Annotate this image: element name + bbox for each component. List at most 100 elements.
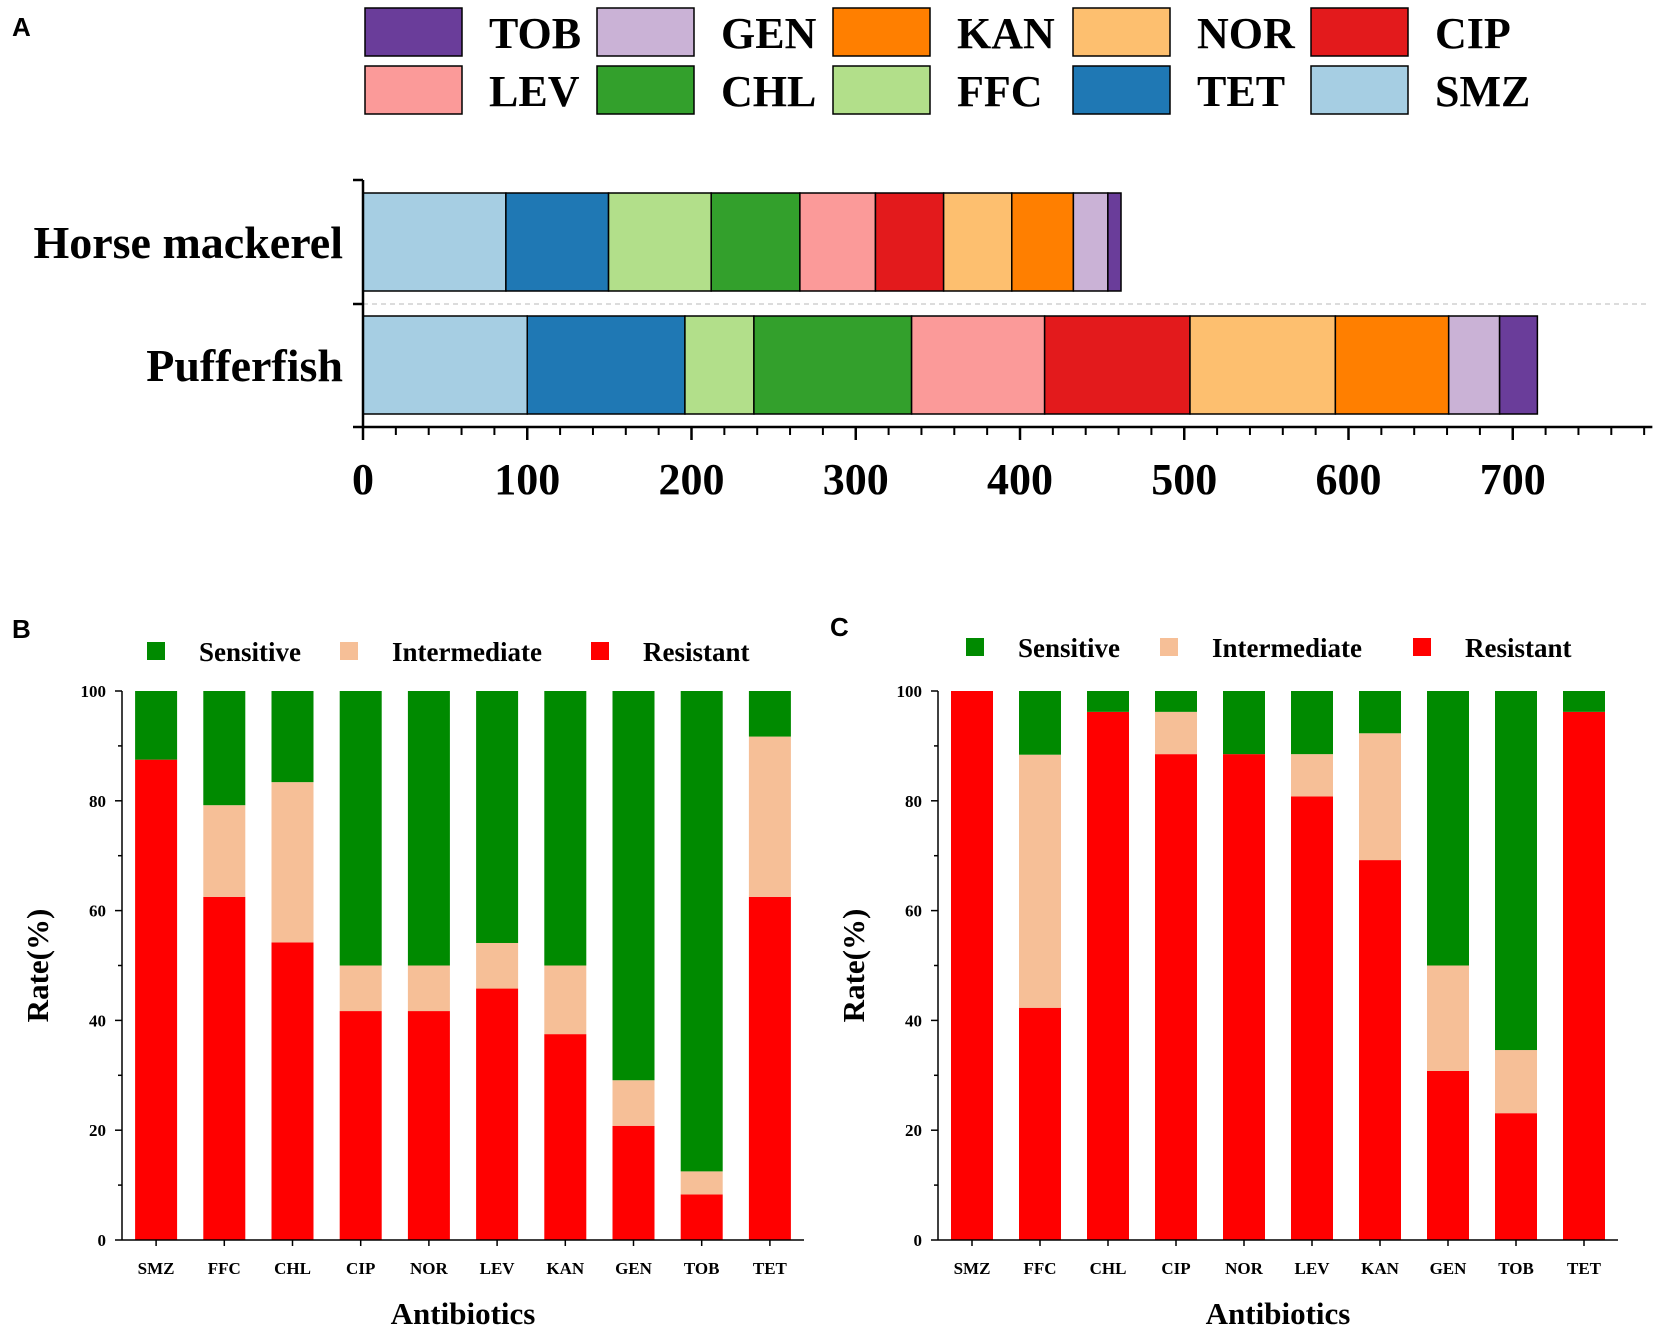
bar-segment-horse-mackerel-tob — [1107, 192, 1122, 292]
bar-segment-tet-resistant — [748, 896, 791, 1240]
legend-swatch-chl — [596, 65, 695, 115]
y-tick-label: 40 — [89, 1011, 106, 1030]
bar-segment-horse-mackerel-cip — [874, 192, 945, 292]
legend-swatch-resistant — [591, 642, 609, 660]
legend-swatch-tet — [1072, 65, 1171, 115]
bar-segment-tet-resistant — [1563, 711, 1605, 1240]
bar-segment-chl-resistant — [271, 942, 314, 1240]
y-tick-label: 0 — [914, 1231, 923, 1250]
bar-segment-gen-resistant — [612, 1125, 655, 1240]
legend-swatch-resistant — [1413, 638, 1431, 656]
category-label-tet: TET — [753, 1259, 788, 1278]
bar-segment-lev-intermediate — [1291, 754, 1333, 797]
bar-segment-kan-resistant — [544, 1034, 587, 1240]
legend-swatch-smz — [1310, 65, 1409, 115]
bar-segment-cip-resistant — [1155, 754, 1197, 1240]
bar-segment-gen-intermediate — [1427, 965, 1469, 1071]
y-axis-title: Rate(%) — [836, 909, 871, 1023]
category-label-ffc: FFC — [1023, 1259, 1056, 1278]
bar-segment-smz-resistant — [135, 759, 178, 1240]
bar-segment-pufferfish-tet — [526, 315, 686, 415]
y-tick-label: 60 — [905, 902, 922, 921]
bar-segment-lev-resistant — [476, 988, 519, 1240]
bar-segment-smz-sensitive — [135, 691, 178, 760]
bar-segment-pufferfish-ffc — [684, 315, 755, 415]
category-label-smz: SMZ — [138, 1259, 175, 1278]
legend-label-tob: TOB — [489, 9, 581, 58]
legend-label-chl: CHL — [721, 67, 816, 116]
bar-segment-horse-mackerel-chl — [710, 192, 801, 292]
bar-segment-kan-intermediate — [544, 965, 587, 1035]
y-tick-label: 80 — [905, 792, 922, 811]
category-label-chl: CHL — [274, 1259, 311, 1278]
legend-label-resistant: Resistant — [1465, 633, 1572, 663]
bar-segment-kan-resistant — [1359, 860, 1401, 1240]
y-tick-label: 20 — [89, 1121, 106, 1140]
bar-segment-cip-sensitive — [1155, 691, 1197, 712]
panel-a-chart: TOB GEN KAN NOR CIP LEV CHL FFC TET SMZ Horse mack… — [33, 7, 1653, 504]
bar-segment-pufferfish-nor — [1189, 315, 1337, 415]
bar-segment-lev-resistant — [1291, 796, 1333, 1240]
bar-segment-pufferfish-cip — [1043, 315, 1191, 415]
category-label-nor: NOR — [410, 1259, 449, 1278]
bar-segment-nor-sensitive — [407, 691, 450, 966]
legend-swatch-intermediate — [1160, 638, 1178, 656]
legend-label-tet: TET — [1197, 67, 1285, 116]
bar-segment-ffc-intermediate — [203, 805, 246, 897]
bar-segment-lev-sensitive — [1291, 691, 1333, 755]
category-label-nor: NOR — [1225, 1259, 1264, 1278]
y-tick-label: 40 — [905, 1011, 922, 1030]
y-tick-label: 20 — [905, 1121, 922, 1140]
bar-segment-horse-mackerel-kan — [1011, 192, 1075, 292]
category-label-kan: KAN — [1361, 1259, 1400, 1278]
legend-swatch-cip — [1310, 7, 1409, 57]
y-tick-label: 0 — [98, 1231, 107, 1250]
x-tick-label: 700 — [1480, 455, 1546, 504]
bar-segment-chl-resistant — [1087, 711, 1129, 1240]
x-tick-label: 0 — [352, 455, 374, 504]
legend-label-gen: GEN — [721, 9, 817, 58]
legend-swatch-sensitive — [147, 642, 165, 660]
bar-segment-tob-resistant — [1495, 1113, 1537, 1240]
legend-swatch-gen — [596, 7, 695, 57]
category-label-ffc: FFC — [208, 1259, 241, 1278]
legend-label-nor: NOR — [1197, 9, 1296, 58]
legend-label-resistant: Resistant — [643, 637, 750, 667]
bar-segment-kan-sensitive — [544, 691, 587, 966]
legend-swatch-nor — [1072, 7, 1171, 57]
bar-segment-cip-intermediate — [1155, 711, 1197, 755]
legend-label-intermediate: Intermediate — [1212, 633, 1362, 663]
category-label-cip: CIP — [1161, 1259, 1190, 1278]
bar-segment-pufferfish-lev — [910, 315, 1046, 415]
category-label-chl: CHL — [1090, 1259, 1127, 1278]
bar-segment-cip-intermediate — [339, 965, 382, 1012]
y-axis-title: Rate(%) — [20, 909, 55, 1023]
bar-segment-horse-mackerel-nor — [942, 192, 1013, 292]
panel-b-label: B — [12, 614, 31, 644]
bar-segment-lev-sensitive — [476, 691, 519, 943]
bar-segment-gen-intermediate — [612, 1080, 655, 1126]
category-label-kan: KAN — [546, 1259, 585, 1278]
legend-label-kan: KAN — [957, 9, 1055, 58]
bar-segment-cip-sensitive — [339, 691, 382, 966]
bar-segment-nor-sensitive — [1223, 691, 1265, 755]
category-label-tob: TOB — [1498, 1259, 1534, 1278]
legend-label-cip: CIP — [1435, 9, 1511, 58]
bar-segment-chl-intermediate — [271, 782, 314, 943]
x-tick-label: 600 — [1316, 455, 1382, 504]
bar-segment-tob-sensitive — [1495, 691, 1537, 1051]
bar-segment-lev-intermediate — [476, 942, 519, 989]
bar-segment-tob-intermediate — [680, 1171, 723, 1195]
legend-swatch-kan — [832, 7, 931, 57]
bar-segment-pufferfish-smz — [362, 315, 528, 415]
bar-segment-horse-mackerel-ffc — [607, 192, 712, 292]
x-tick-label: 200 — [659, 455, 725, 504]
legend-label-sensitive: Sensitive — [199, 637, 301, 667]
bar-segment-chl-sensitive — [1087, 691, 1129, 712]
category-label-pufferfish: Pufferfish — [146, 340, 343, 391]
x-tick-label: 300 — [823, 455, 889, 504]
y-tick-label: 60 — [89, 902, 106, 921]
bar-segment-tob-sensitive — [680, 691, 723, 1172]
category-label-smz: SMZ — [954, 1259, 991, 1278]
